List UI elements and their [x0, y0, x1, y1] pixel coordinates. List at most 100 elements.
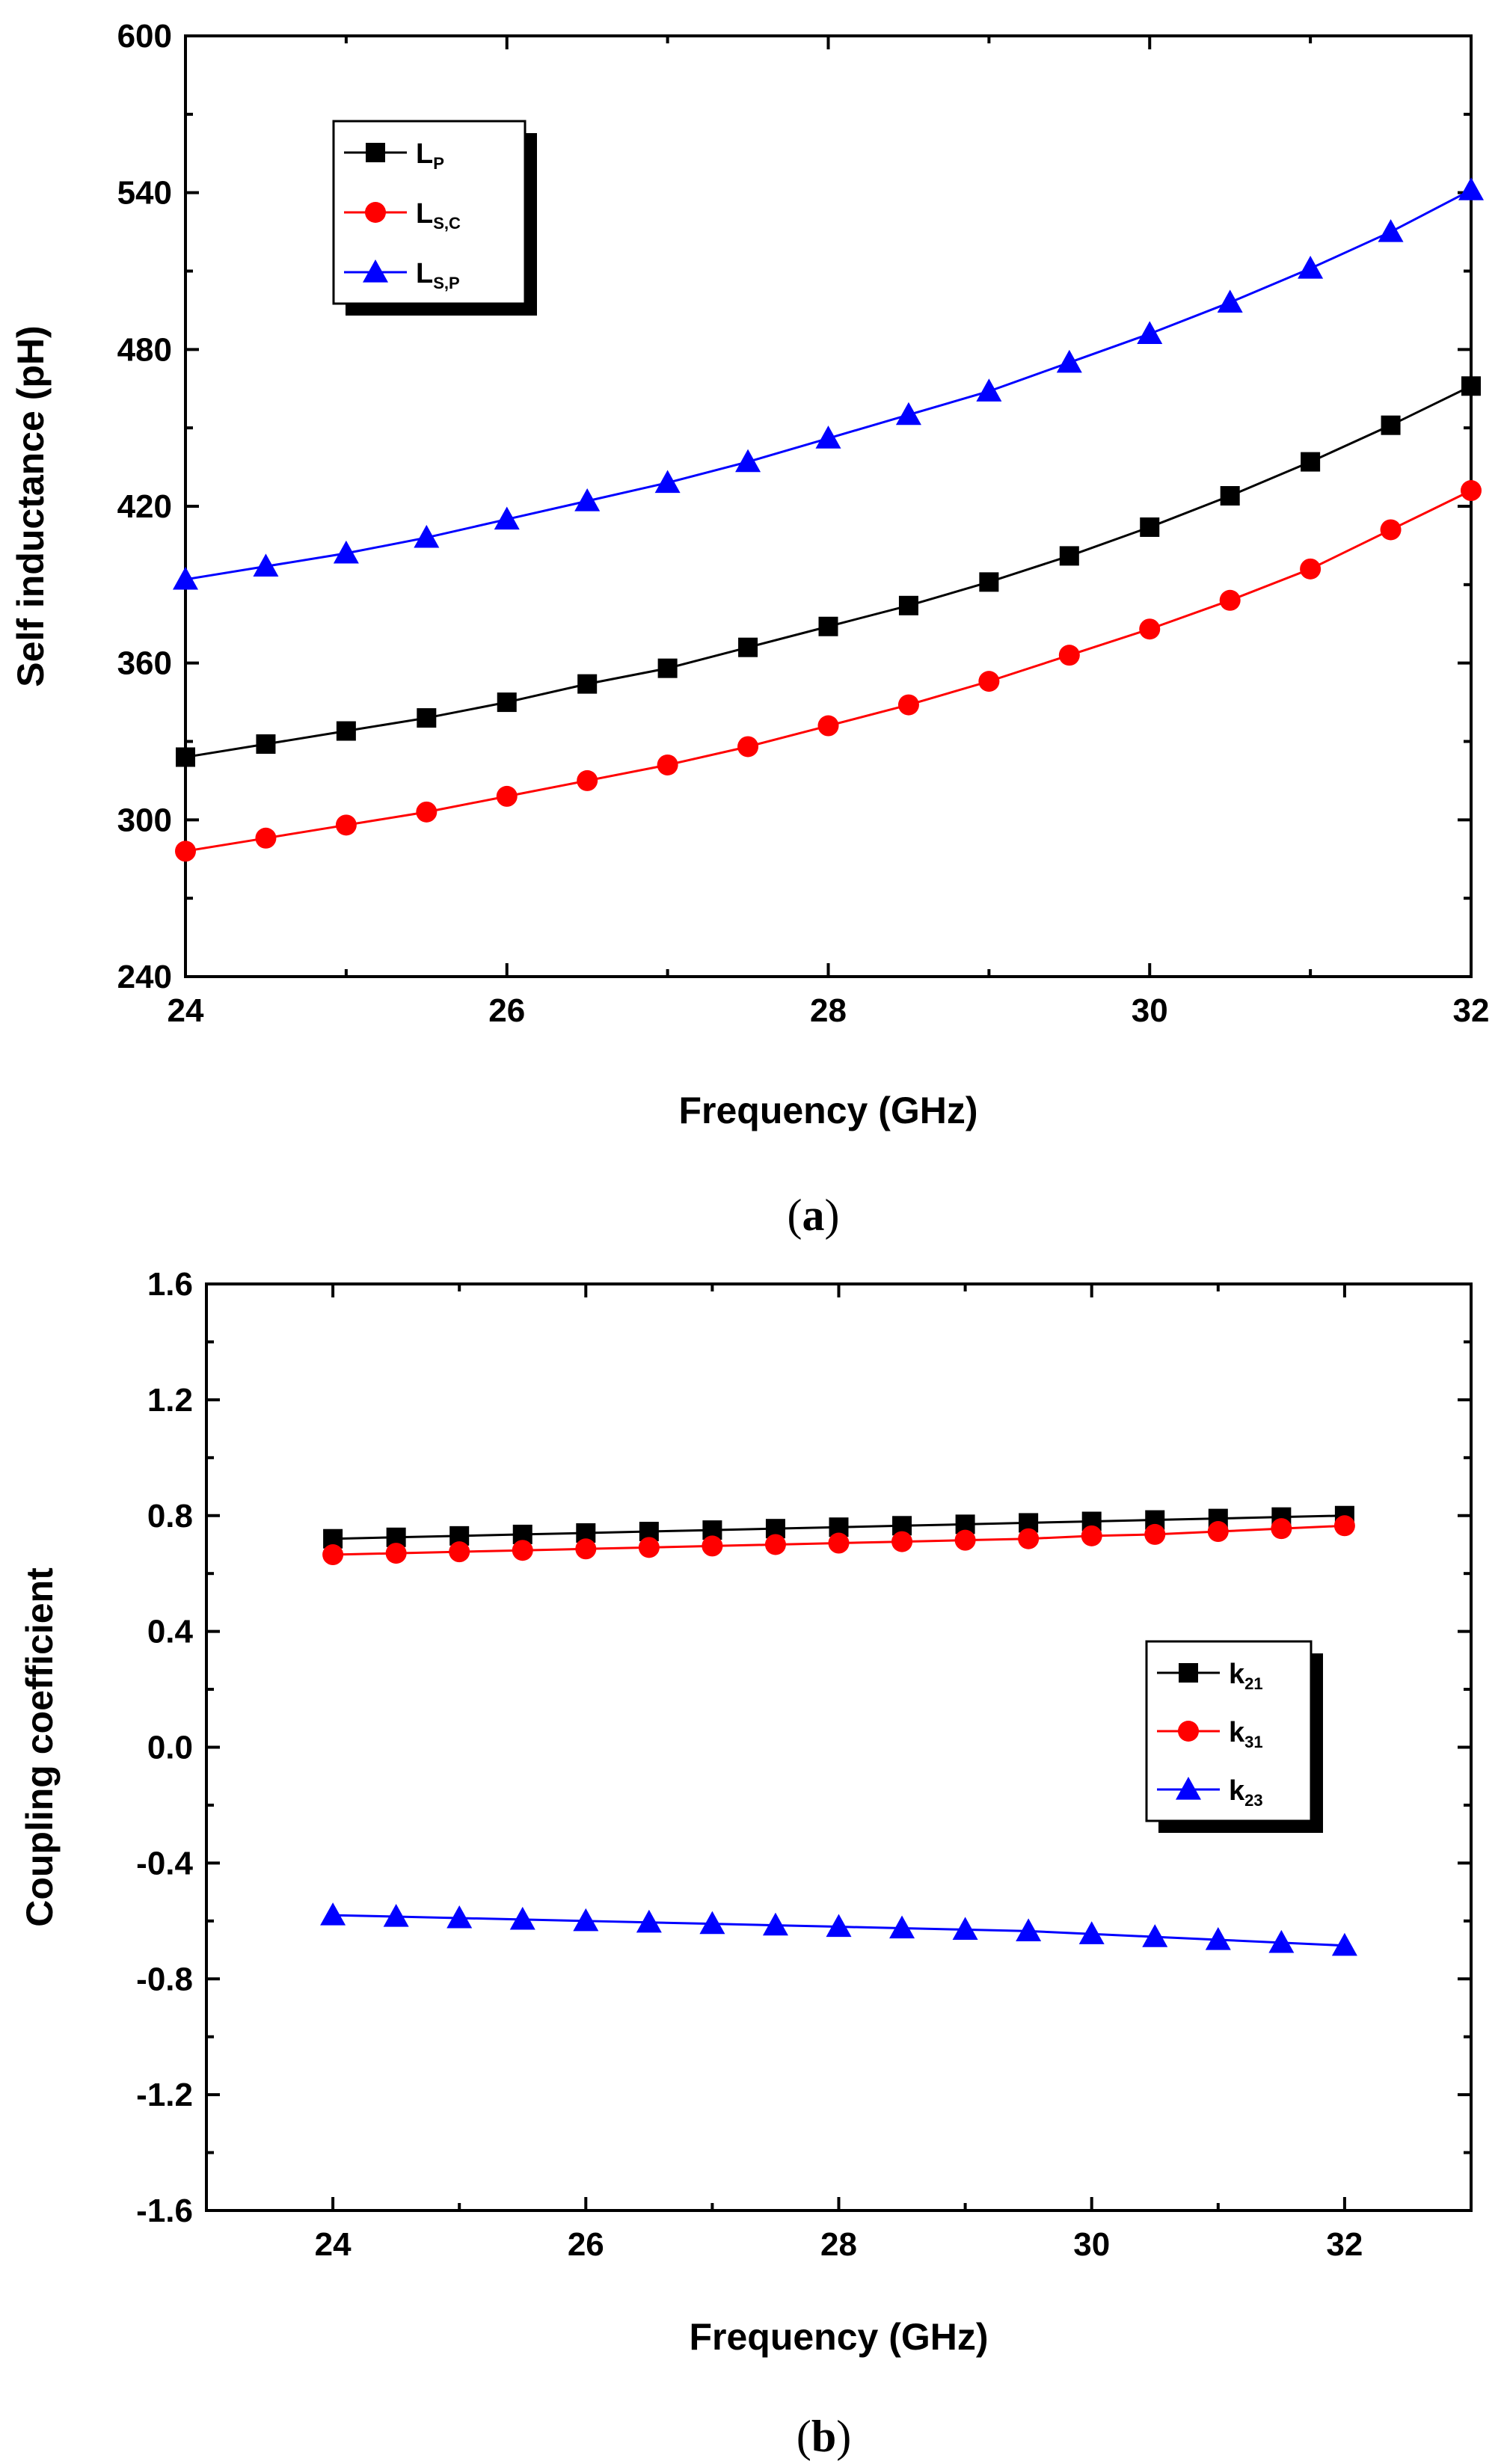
series-LSC [175, 480, 1482, 862]
data-point [1298, 256, 1324, 279]
y-tick-label: 240 [117, 959, 172, 995]
y-tick-label: -1.6 [136, 2193, 193, 2229]
legend-label: LP [416, 138, 444, 173]
data-point [654, 470, 681, 494]
data-point [175, 841, 196, 862]
y-tick-label: -0.4 [136, 1845, 193, 1881]
panel-label: (b) [796, 2412, 851, 2461]
y-tick-label: -1.2 [136, 2077, 193, 2113]
data-point [494, 506, 520, 530]
data-point [417, 708, 437, 728]
data-point [818, 616, 838, 636]
data-point [497, 692, 517, 713]
data-point [1207, 1521, 1229, 1543]
legend-label-main: k [1229, 1775, 1245, 1807]
data-point [657, 658, 678, 678]
legend-marker [363, 259, 388, 283]
data-point [735, 449, 761, 473]
y-tick-label: 360 [117, 645, 172, 682]
data-point [815, 425, 841, 449]
legend-label-main: L [416, 258, 433, 289]
legend-label-sub: S,C [433, 214, 461, 233]
data-point [826, 1914, 852, 1938]
data-point [322, 1544, 344, 1566]
x-tick-label: 26 [568, 2226, 604, 2263]
legend-label-main: L [416, 138, 433, 170]
data-point [1271, 1518, 1292, 1540]
data-point [762, 1912, 788, 1936]
data-point [1381, 415, 1401, 435]
legend-label-main: k [1229, 1659, 1245, 1690]
data-point [414, 524, 440, 548]
data-point [333, 540, 359, 564]
legend-marker [366, 143, 385, 162]
data-point [575, 1538, 597, 1560]
series-line [185, 489, 1472, 852]
data-point [320, 1902, 346, 1926]
legend-label-sub: 31 [1244, 1733, 1262, 1751]
data-point [1220, 486, 1240, 506]
y-axis-title: Self inductance (pH) [10, 325, 52, 686]
data-point [657, 754, 678, 775]
y-tick-label: 540 [117, 175, 172, 212]
legend-marker [1178, 1721, 1199, 1742]
data-point [1140, 517, 1160, 537]
panel-letter: a [802, 1190, 825, 1240]
data-point [636, 1909, 662, 1933]
data-point [577, 769, 598, 791]
data-point [1268, 1929, 1295, 1953]
data-point [891, 1531, 913, 1552]
data-point [889, 1915, 915, 1939]
data-point [176, 747, 195, 767]
legend-label: LS,P [416, 258, 460, 292]
data-point [898, 595, 918, 615]
chart-panel-b: -1.6 -1.2 -0.8 -0.4 0.0 0.4 0.8 1.2 1.6 24 26 28 30 3… [19, 1266, 1473, 2461]
legend-label: LS,C [416, 198, 461, 233]
data-point [1139, 618, 1161, 640]
y-tick-label: 0.0 [147, 1730, 193, 1766]
x-tick-label: 28 [810, 992, 847, 1029]
x-axis-title: Frequency (GHz) [689, 2316, 988, 2358]
y-tick-label: 1.6 [147, 1266, 193, 1303]
series-k23 [320, 1902, 1357, 1956]
data-point [1081, 1525, 1102, 1546]
y-tick-label: -0.8 [136, 1961, 193, 1997]
data-point [737, 736, 759, 758]
data-point [256, 734, 276, 754]
legend-label-sub: P [433, 154, 444, 173]
data-point [1461, 480, 1482, 502]
data-point [1059, 546, 1079, 566]
data-point [449, 1541, 470, 1563]
data-point [638, 1537, 660, 1558]
legend-label-sub: 23 [1244, 1791, 1262, 1810]
legend-label: k31 [1229, 1717, 1263, 1751]
data-point [509, 1906, 535, 1930]
data-point [976, 378, 1002, 402]
data-point [828, 1532, 850, 1554]
x-tick-label: 26 [488, 992, 525, 1029]
data-point [336, 721, 356, 741]
data-point [1461, 376, 1481, 396]
y-tick-label: 1.2 [147, 1382, 193, 1419]
data-point [446, 1905, 473, 1929]
legend-label-main: L [416, 198, 433, 230]
x-tick-label: 30 [1073, 2226, 1110, 2263]
y-tick-label: 0.8 [147, 1498, 193, 1534]
series-k31 [322, 1515, 1355, 1566]
data-point [979, 572, 999, 592]
data-point [952, 1917, 978, 1941]
data-point [255, 827, 277, 849]
data-point [173, 566, 198, 590]
x-tick-label: 24 [168, 992, 204, 1029]
data-point [573, 1908, 599, 1932]
y-tick-label: 480 [117, 331, 172, 368]
y-tick-label: 0.4 [147, 1614, 194, 1650]
data-point [954, 1529, 976, 1551]
data-point [978, 671, 1000, 692]
data-point [1301, 452, 1321, 472]
data-point [1016, 1918, 1042, 1941]
data-point [1300, 558, 1322, 580]
legend-label: k21 [1229, 1659, 1263, 1693]
